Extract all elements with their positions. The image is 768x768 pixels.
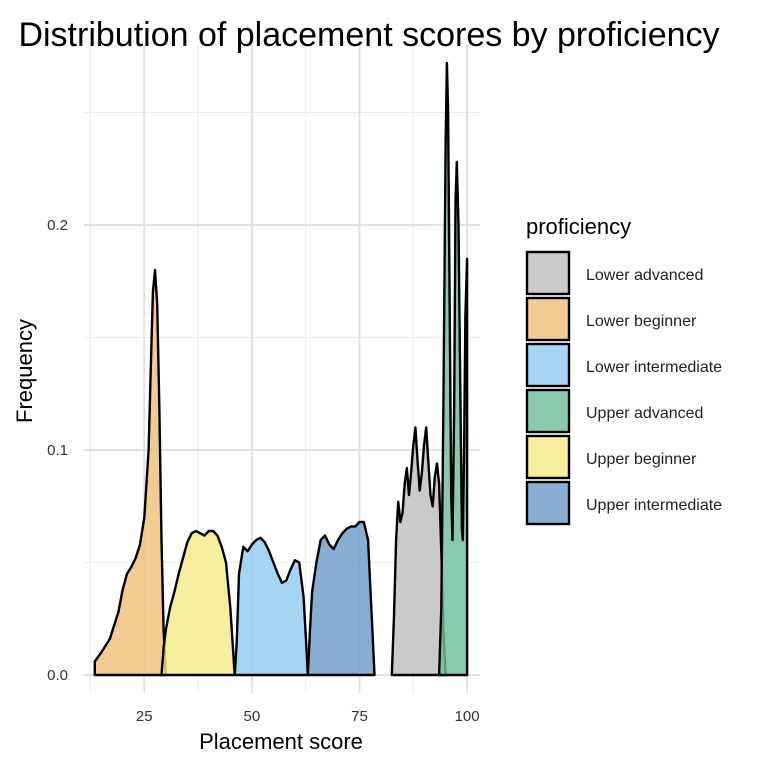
y-tick-label: 0.0 bbox=[47, 667, 68, 684]
density-area-upper-intermediate bbox=[306, 520, 376, 677]
legend-label-lower-beginner: Lower beginner bbox=[586, 313, 697, 330]
y-tick-label: 0.1 bbox=[47, 442, 68, 459]
x-tick-label: 25 bbox=[136, 708, 153, 725]
x-tick-label: 100 bbox=[455, 708, 480, 725]
legend-label-upper-advanced: Upper advanced bbox=[586, 405, 703, 422]
y-tick-label: 0.2 bbox=[47, 217, 68, 234]
legend-label-upper-intermediate: Upper intermediate bbox=[586, 497, 722, 514]
x-tick-label: 75 bbox=[351, 708, 368, 725]
chart-title: Distribution of placement scores by prof… bbox=[18, 16, 719, 54]
legend-swatch-lower-intermediate bbox=[525, 342, 571, 388]
legend-swatch-upper-intermediate bbox=[525, 480, 571, 526]
legend-swatch-lower-beginner bbox=[525, 296, 571, 342]
legend-label-upper-beginner: Upper beginner bbox=[586, 451, 697, 468]
density-area-lower-advanced bbox=[390, 426, 447, 677]
legend-swatch-upper-beginner bbox=[525, 434, 571, 480]
density-areas bbox=[93, 61, 469, 677]
y-axis-title: Frequency bbox=[12, 319, 37, 423]
legend-swatch-upper-advanced bbox=[525, 388, 571, 434]
legend-title: proficiency bbox=[526, 214, 631, 239]
density-area-lower-intermediate bbox=[233, 536, 309, 677]
legend-label-lower-advanced: Lower advanced bbox=[586, 267, 703, 284]
density-area-upper-advanced bbox=[437, 61, 469, 677]
legend-label-lower-intermediate: Lower intermediate bbox=[586, 359, 722, 376]
x-axis-title: Placement score bbox=[199, 729, 363, 754]
axes: 25 50 75 100 0.0 0.1 0.2 bbox=[47, 217, 479, 725]
density-area-upper-beginner bbox=[160, 529, 236, 677]
x-tick-label: 50 bbox=[244, 708, 261, 725]
legend: proficiency Lower advanced Lower beginner… bbox=[525, 214, 722, 526]
legend-swatch-lower-advanced bbox=[525, 250, 571, 296]
density-area-lower-beginner bbox=[93, 268, 167, 677]
